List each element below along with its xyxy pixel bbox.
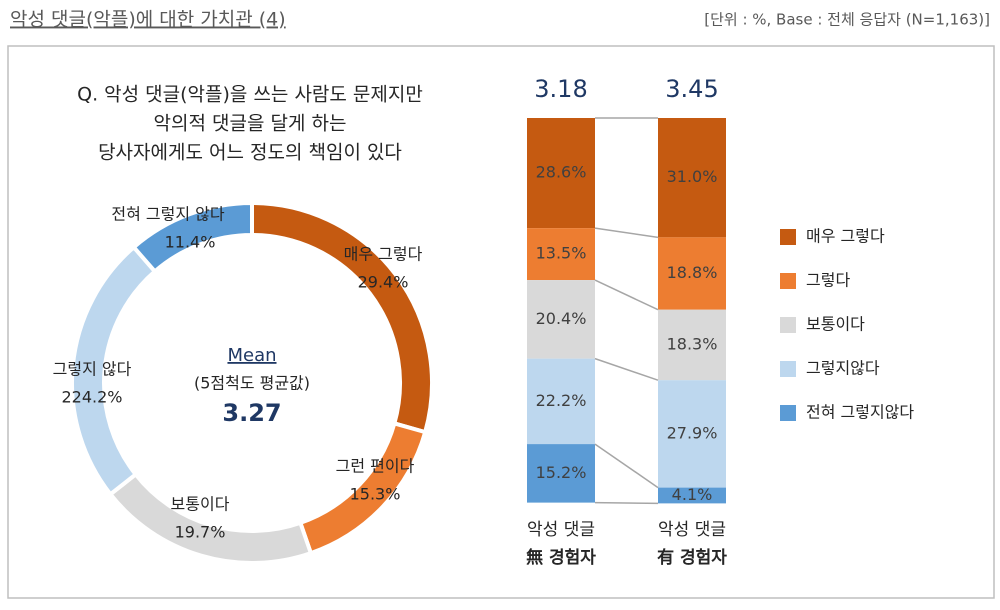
- donut-segment: [130, 200, 254, 275]
- legend-swatch: [780, 317, 796, 333]
- bar-value: 20.4%: [536, 309, 587, 328]
- legend-label: 매우 그렇다: [806, 227, 885, 246]
- bar-segment: [658, 309, 726, 381]
- segment-label: 그런 편이다: [336, 457, 415, 476]
- legend-label: 그렇다: [806, 271, 850, 290]
- bar-segment: [658, 237, 726, 310]
- connector: [594, 443, 659, 489]
- page-title: 악성 댓글(악플)에 대한 가치관 (4): [10, 9, 286, 31]
- bar-segment: [527, 118, 595, 229]
- connector: [594, 279, 659, 311]
- x-tick-label: 악성 댓글: [527, 520, 595, 540]
- legend-label: 그렇지않다: [806, 359, 880, 378]
- bar-value: 15.2%: [536, 463, 587, 482]
- bar-segment: [527, 444, 595, 503]
- legend-swatch: [780, 361, 796, 377]
- bar-value: 18.3%: [667, 334, 718, 353]
- segment-value: 29.4%: [358, 273, 409, 292]
- segment-label: 매우 그렇다: [344, 245, 423, 264]
- segment-value: 224.2%: [61, 388, 122, 407]
- legend-swatch: [780, 229, 796, 245]
- bar-value: 22.2%: [536, 391, 587, 410]
- legend-label: 보통이다: [806, 315, 865, 334]
- connector: [594, 501, 659, 505]
- segment-label: 그렇지 않다: [53, 360, 132, 379]
- bar-mean: 3.45: [665, 75, 718, 103]
- bar-segment: [658, 487, 726, 504]
- x-tick-label: 無 경험자: [526, 547, 596, 568]
- question-line: 당사자에게도 어느 정도의 책임이 있다: [98, 142, 402, 164]
- bar-segment: [527, 358, 595, 445]
- donut-segment: [250, 200, 434, 435]
- segment-label: 전혀 그렇지 않다: [111, 205, 224, 224]
- bar-value: 28.6%: [536, 163, 587, 182]
- bar-segment: [658, 118, 726, 238]
- bar-segment: [527, 228, 595, 281]
- bar-mean: 3.18: [534, 75, 587, 103]
- question-line: 악의적 댓글을 달게 하는: [154, 113, 347, 135]
- bar-value: 4.1%: [672, 485, 713, 504]
- legend-swatch: [780, 405, 796, 421]
- bar-value: 27.9%: [667, 423, 718, 442]
- segment-value: 11.4%: [165, 233, 216, 252]
- segment-value: 19.7%: [175, 523, 226, 542]
- bar-segment: [658, 380, 726, 488]
- segment-label: 보통이다: [171, 495, 230, 514]
- x-tick-label: 有 경험자: [657, 547, 727, 568]
- x-tick-label: 악성 댓글: [658, 520, 726, 540]
- bar-value: 13.5%: [536, 244, 587, 263]
- question-line: Q. 악성 댓글(악플)을 쓰는 사람도 문제지만: [77, 84, 423, 106]
- unit-note: [단위 : %, Base : 전체 응답자 (N=1,163)]: [704, 11, 990, 29]
- legend-swatch: [780, 273, 796, 289]
- connector: [594, 227, 659, 239]
- center-sublabel: (5점척도 평균값): [194, 374, 310, 393]
- center-label: Mean: [227, 345, 276, 366]
- segment-value: 15.3%: [350, 485, 401, 504]
- legend-label: 전혀 그렇지않다: [806, 403, 914, 422]
- donut-segment: [107, 471, 314, 565]
- bar-segment: [527, 280, 595, 359]
- center-value: 3.27: [222, 399, 281, 427]
- connector: [594, 357, 659, 381]
- frame: [7, 45, 995, 599]
- bar-value: 18.8%: [667, 263, 718, 282]
- bar-value: 31.0%: [667, 167, 718, 186]
